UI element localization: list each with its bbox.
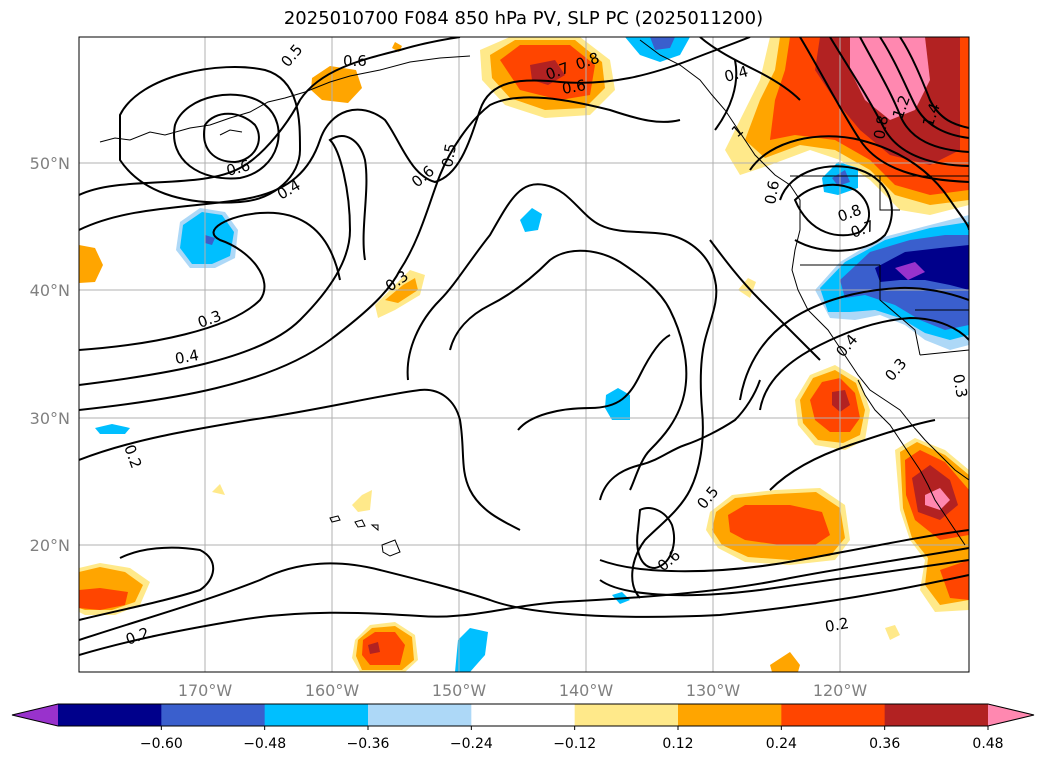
lon-label: 130°W	[686, 681, 741, 700]
pv-shading	[79, 37, 969, 672]
svg-text:0.5: 0.5	[438, 142, 460, 169]
map-frame	[78, 36, 970, 673]
lon-label: 160°W	[305, 681, 360, 700]
svg-text:0.6: 0.6	[761, 179, 783, 206]
slp-contours	[79, 37, 969, 656]
colorbar-tick-label: 0.12	[662, 736, 693, 752]
svg-text:0.6: 0.6	[561, 76, 588, 98]
colorbar-outline	[11, 703, 1035, 727]
colorbar-swatch	[58, 704, 162, 726]
map-panel: 0.5 0.6 0.8 0.7 0.6 0.4 0.6 0.4 0.6 0.5 …	[79, 37, 971, 672]
colorbar-tick-label: −0.12	[553, 736, 596, 752]
colorbar-swatch	[678, 704, 782, 726]
colorbar-swatch	[471, 704, 576, 726]
colorbar-tick-label: −0.48	[243, 736, 286, 752]
svg-text:0.8: 0.8	[870, 114, 892, 141]
svg-text:0.4: 0.4	[174, 346, 201, 368]
longitude-labels: 170°W 160°W 150°W 140°W 130°W 120°W	[178, 681, 868, 700]
graticule	[79, 37, 969, 672]
colorbar-tick-label: 0.36	[869, 736, 900, 752]
lon-label: 170°W	[178, 681, 233, 700]
colorbar-tick-label: 0.24	[766, 736, 797, 752]
lon-label: 150°W	[432, 681, 487, 700]
colorbar-tick-label: 0.48	[972, 736, 1003, 752]
svg-text:0.3: 0.3	[949, 373, 971, 400]
colorbar-swatch	[161, 704, 266, 726]
lon-label: 140°W	[559, 681, 614, 700]
lat-label: 50°N	[30, 154, 70, 173]
lat-label: 40°N	[30, 281, 70, 300]
colorbar-swatch	[781, 704, 886, 726]
lat-label: 30°N	[30, 409, 70, 428]
svg-text:0.6: 0.6	[224, 156, 252, 180]
svg-text:0.4: 0.4	[722, 62, 750, 86]
colorbar-swatch	[574, 704, 679, 726]
lon-label: 120°W	[813, 681, 868, 700]
colorbar-tick-label: −0.60	[140, 736, 183, 752]
colorbar-swatch	[884, 704, 989, 726]
colorbar-extend-max	[988, 704, 1034, 726]
svg-text:0.6: 0.6	[343, 52, 367, 70]
map-title: 2025010700 F084 850 hPa PV, SLP PC (2025…	[283, 8, 764, 29]
svg-text:0.2: 0.2	[824, 614, 851, 636]
lat-label: 20°N	[30, 536, 70, 555]
colorbar-tick-label: −0.36	[347, 736, 390, 752]
colorbar: −0.60 −0.48 −0.36 −0.24 −0.12 0.12 0.24 0.36 0.4…	[11, 703, 1035, 752]
colorbar-swatch	[368, 704, 472, 726]
colorbar-tick-label: −0.24	[450, 736, 493, 752]
colorbar-swatch	[264, 704, 369, 726]
latitude-labels: 50°N 40°N 30°N 20°N	[30, 154, 70, 555]
colorbar-extend-min	[12, 704, 58, 726]
coastlines	[99, 39, 969, 557]
